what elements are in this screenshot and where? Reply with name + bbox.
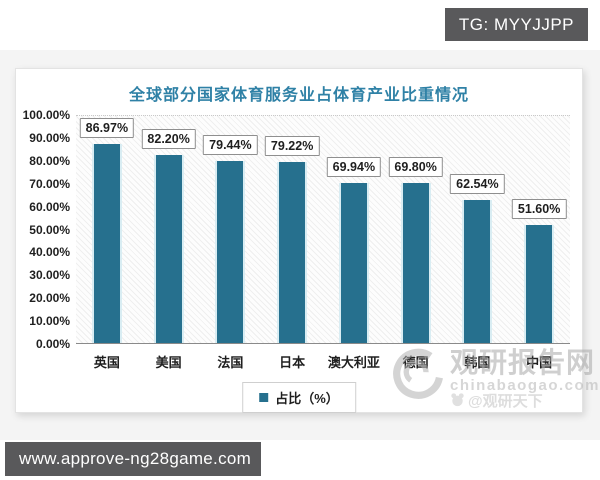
x-category-label: 澳大利亚 — [327, 355, 380, 370]
x-category-label: 法国 — [217, 355, 244, 370]
bar-value-label: 86.97% — [79, 118, 135, 138]
x-category-label: 德国 — [402, 355, 429, 370]
bar-value-label: 82.20% — [141, 129, 196, 149]
x-category-label: 美国 — [155, 355, 182, 370]
x-category-label: 中国 — [526, 355, 553, 370]
y-tick-label: 30.00% — [29, 268, 70, 283]
bar — [462, 200, 493, 343]
chart-panel: 全球部分国家体育服务业占体育产业比重情况 86.97% 82.20% 79.44% 7… — [15, 68, 583, 413]
y-tick-label: 50.00% — [29, 222, 70, 237]
bar-value-label: 69.80% — [388, 157, 443, 177]
bar — [91, 144, 122, 343]
bar — [400, 183, 431, 343]
tg-contact-badge: TG: MYYJJPP — [444, 8, 588, 41]
bar-value-label: 79.44% — [203, 135, 258, 155]
y-tick-label: 70.00% — [29, 176, 70, 191]
y-tick-label: 10.00% — [29, 314, 70, 329]
y-tick-label: 90.00% — [29, 130, 70, 145]
legend-swatch-icon — [259, 393, 269, 402]
y-tick-label: 60.00% — [29, 199, 70, 214]
y-tick-label: 20.00% — [29, 291, 70, 306]
y-tick-label: 80.00% — [29, 153, 70, 168]
bar-value-label: 62.54% — [450, 174, 505, 194]
bar — [524, 225, 555, 343]
legend-label: 占比（%） — [275, 391, 339, 406]
bar — [277, 162, 308, 343]
plot-area: 86.97% 82.20% 79.44% 79.22% 69.94% 69.80% 62.5… — [76, 115, 570, 344]
chart-title: 全球部分国家体育服务业占体育产业比重情况 — [128, 87, 469, 104]
bar — [215, 161, 246, 343]
legend: 占比（%） — [242, 382, 356, 413]
bar-value-label: 69.94% — [326, 157, 382, 177]
bar — [338, 183, 369, 343]
bar-value-label: 79.22% — [264, 136, 320, 156]
bar — [153, 155, 184, 343]
x-category-label: 英国 — [93, 355, 120, 370]
x-category-label: 日本 — [279, 355, 306, 370]
y-tick-label: 100.00% — [22, 108, 70, 122]
x-category-label: 韩国 — [464, 355, 491, 370]
bar-value-label: 51.60% — [511, 199, 567, 219]
y-tick-label: 0.00% — [35, 337, 70, 351]
y-tick-label: 40.00% — [29, 245, 70, 260]
footer-url-bar: www.approve-ng28game.com — [5, 442, 261, 476]
